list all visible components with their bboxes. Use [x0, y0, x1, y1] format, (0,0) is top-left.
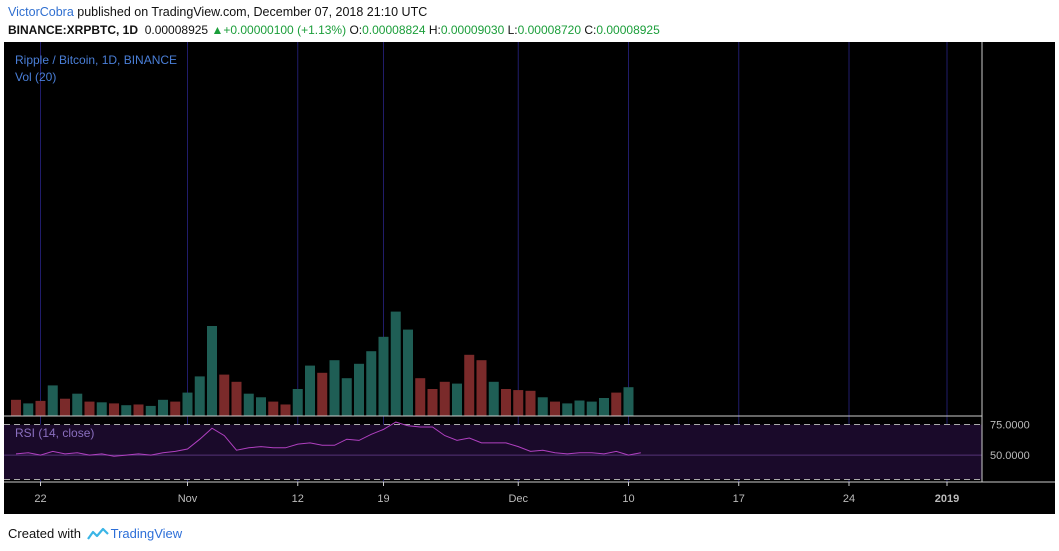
rsi-tick-label: 50.0000: [990, 450, 1030, 462]
volume-bar: [464, 354, 475, 416]
volume-bar: [145, 405, 156, 416]
time-tick-label: 17: [733, 493, 745, 505]
volume-bar: [488, 381, 499, 416]
chart-legend-rsi: RSI (14, close): [15, 426, 95, 440]
footer: Created with TradingView: [8, 526, 182, 541]
volume-bar: [243, 393, 254, 416]
volume-bar: [378, 336, 389, 416]
low-label: L:: [507, 23, 518, 37]
volume-bar: [574, 400, 585, 416]
close-value: 0.00008925: [596, 23, 660, 37]
volume-bar: [133, 404, 144, 416]
volume-bar: [109, 403, 119, 416]
volume-bar: [415, 378, 426, 416]
time-tick-label: 2019: [935, 493, 959, 505]
volume-bar: [60, 398, 70, 416]
volume-bar: [525, 390, 536, 416]
volume-bar: [476, 360, 487, 416]
volume-bar: [599, 398, 609, 416]
chart-grid: [40, 42, 948, 482]
price-change: +0.00000100 (+1.13%): [223, 23, 347, 37]
volume-bar: [170, 401, 181, 416]
time-tick-label: 10: [622, 493, 634, 505]
volume-bar: [623, 387, 634, 416]
high-label: H:: [428, 23, 441, 37]
volume-bar: [23, 403, 34, 416]
volume-bar: [256, 397, 266, 416]
volume-bar: [329, 360, 340, 416]
volume-bar: [207, 326, 217, 416]
volume-bar: [390, 311, 401, 416]
volume-bar: [354, 363, 364, 416]
volume-bars: [11, 311, 634, 416]
axes: 0.000105000.000100000.000095000.00009000…: [4, 42, 1055, 505]
publish-info: VictorCobra published on TradingView.com…: [8, 5, 427, 19]
volume-bar: [219, 374, 230, 416]
rsi-tick-label: 75.0000: [990, 420, 1030, 432]
volume-bar: [11, 399, 21, 416]
rsi-pane: [4, 415, 982, 481]
close-label: C:: [584, 23, 597, 37]
time-tick-label: 24: [843, 493, 855, 505]
volume-bar: [341, 378, 352, 416]
symbol-name: BINANCE:XRPBTC, 1D: [8, 23, 139, 37]
chart-legend-volume: Vol (20): [15, 70, 57, 84]
chart-legend-title: Ripple / Bitcoin, 1D, BINANCE: [15, 53, 178, 67]
volume-bar: [96, 402, 107, 416]
tradingview-link[interactable]: TradingView: [110, 526, 183, 541]
high-value: 0.00009030: [440, 23, 505, 37]
volume-bar: [231, 381, 242, 416]
symbol-info: BINANCE:XRPBTC, 1D 0.00008925 ▲+0.000001…: [8, 23, 660, 37]
open-label: O:: [349, 23, 363, 37]
open-value: 0.00008824: [362, 23, 426, 37]
time-tick-label: 19: [377, 493, 389, 505]
volume-bar: [427, 389, 438, 416]
volume-bar: [35, 400, 46, 416]
volume-bar: [366, 351, 377, 416]
time-tick-label: 22: [34, 493, 46, 505]
volume-bar: [292, 389, 303, 416]
volume-bar: [562, 403, 573, 416]
time-tick-label: Nov: [178, 493, 198, 505]
volume-bar: [72, 393, 83, 416]
volume-bar: [403, 329, 413, 416]
volume-bar: [611, 392, 622, 416]
rsi-line: [15, 421, 641, 457]
volume-bar: [158, 399, 168, 416]
volume-bar: [452, 383, 462, 416]
volume-bar: [550, 401, 560, 416]
created-with-label: Created with: [8, 526, 81, 541]
price-axis-background: [982, 42, 1055, 482]
volume-bar: [586, 401, 597, 416]
volume-bar: [439, 381, 450, 416]
volume-bar: [537, 397, 548, 416]
last-price: 0.00008925: [144, 23, 209, 37]
volume-bar: [317, 372, 328, 416]
rsi-band: [4, 424, 982, 480]
volume-bar: [305, 365, 315, 416]
volume-bar: [121, 405, 132, 416]
volume-bar: [47, 385, 58, 416]
volume-bar: [268, 401, 279, 416]
price-chart[interactable]: 0.000105000.000100000.000095000.00009000…: [4, 42, 1055, 514]
chart-area[interactable]: 0.000105000.000100000.000095000.00009000…: [4, 42, 1055, 514]
author-link[interactable]: VictorCobra: [8, 5, 74, 19]
publish-text: published on TradingView.com, December 0…: [77, 5, 428, 19]
volume-bar: [280, 404, 291, 416]
volume-bar: [84, 401, 95, 416]
time-tick-label: 12: [292, 493, 304, 505]
tradingview-logo-icon: [86, 527, 109, 540]
volume-bar: [513, 390, 524, 416]
volume-bar: [501, 389, 511, 416]
low-value: 0.00008720: [517, 23, 582, 37]
up-arrow-icon: ▲: [211, 23, 224, 37]
volume-bar: [194, 376, 205, 416]
volume-bar: [182, 392, 193, 416]
time-tick-label: Dec: [508, 493, 528, 505]
